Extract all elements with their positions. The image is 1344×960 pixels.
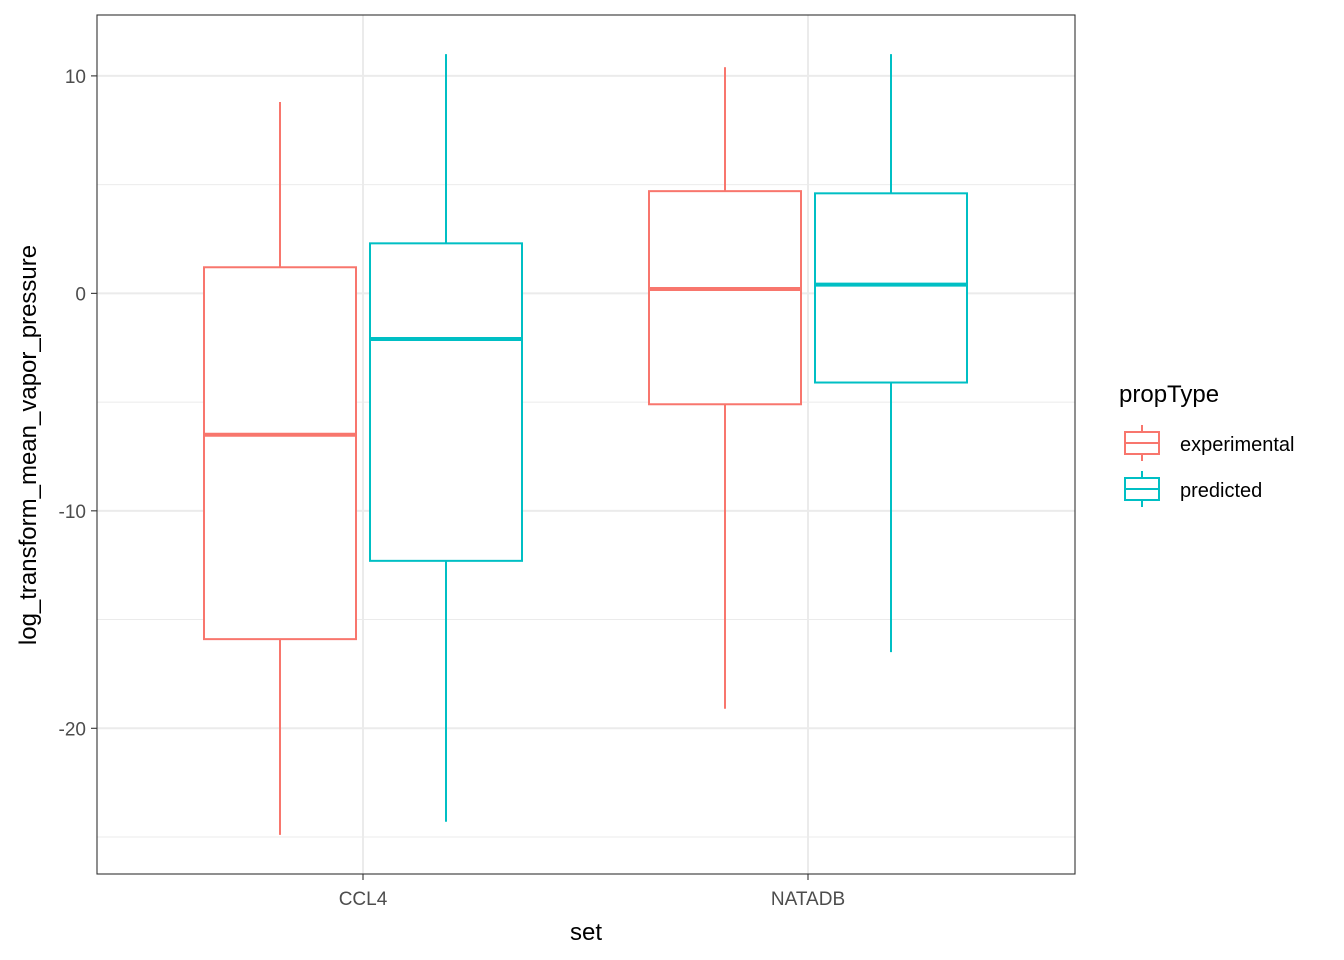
axes: 10 0 -10 -20 CCL4 NATADB xyxy=(59,67,846,910)
iqr-box xyxy=(369,242,523,562)
y-tick-label: -10 xyxy=(59,502,86,523)
box-predicted-NATADB xyxy=(814,54,968,653)
y-tick-label: 10 xyxy=(65,67,86,88)
panel-border xyxy=(96,14,1076,875)
y-tick-label: 0 xyxy=(75,284,86,305)
legend-key-experimental xyxy=(1124,425,1160,461)
legend-label: predicted xyxy=(1180,480,1262,502)
x-tick-label: NATADB xyxy=(771,889,845,910)
boxes xyxy=(203,54,968,835)
y-tick-label: -20 xyxy=(59,719,86,740)
box-experimental-CCL4 xyxy=(203,101,357,835)
y-axis-title: log_transform_mean_vapor_pressure xyxy=(15,245,42,645)
box-experimental-NATADB xyxy=(648,67,802,709)
iqr-box xyxy=(203,266,357,641)
legend: propType experimental predicted xyxy=(1119,381,1295,507)
box-predicted-CCL4 xyxy=(369,54,523,822)
legend-key-predicted xyxy=(1124,471,1160,507)
legend-title: propType xyxy=(1119,381,1219,408)
x-tick-label: CCL4 xyxy=(339,889,388,910)
iqr-box xyxy=(648,190,802,406)
legend-label: experimental xyxy=(1180,434,1295,456)
x-axis-title: set xyxy=(570,919,602,946)
iqr-box xyxy=(814,192,968,384)
